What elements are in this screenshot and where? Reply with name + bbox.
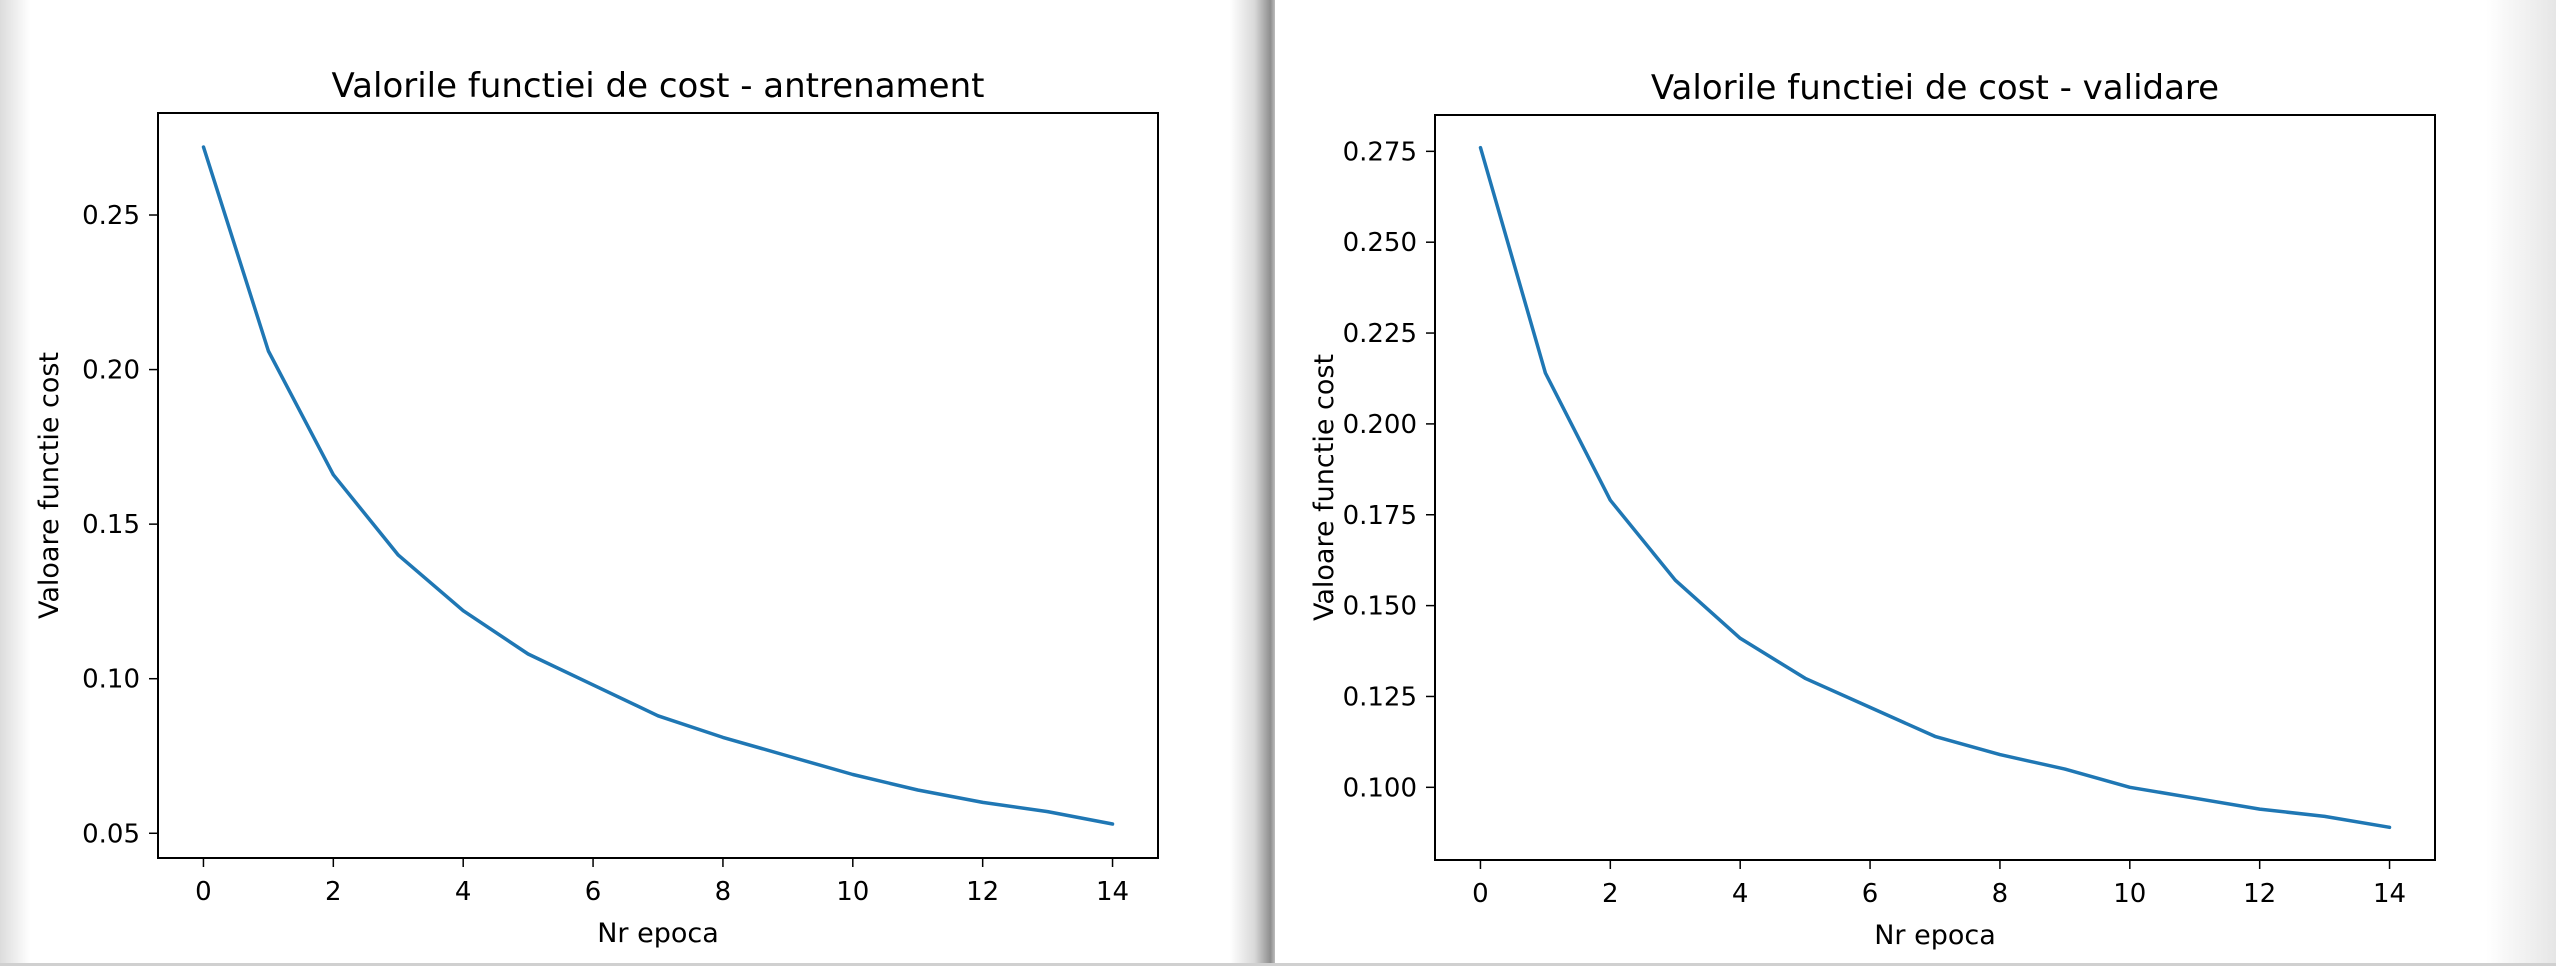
x-tick-label: 0 — [1472, 879, 1489, 909]
plot-frame — [157, 112, 1159, 859]
data-point — [851, 773, 855, 777]
y-axis-label: Valoare functie cost — [34, 352, 65, 619]
x-tick-label: 10 — [836, 877, 869, 907]
x-tick-label: 4 — [1732, 879, 1749, 909]
data-point — [2323, 814, 2327, 818]
chart-title: Valorile functiei de cost - validare — [1651, 68, 2219, 108]
page-divider-shadow — [1230, 0, 1275, 966]
data-point — [1608, 498, 1612, 502]
data-point — [2063, 767, 2067, 771]
data-point — [1998, 753, 2002, 757]
data-point — [1111, 822, 1115, 826]
y-tick-label: 0.125 — [1343, 682, 1417, 712]
data-point — [2388, 825, 2392, 829]
loss-series-line — [201, 145, 1115, 826]
y-tick-label: 0.225 — [1343, 319, 1417, 349]
y-axis-label: Valoare functie cost — [1309, 354, 1340, 621]
data-point — [1673, 578, 1677, 582]
data-point — [2193, 796, 2197, 800]
data-point — [1803, 676, 1807, 680]
y-tick-label: 0.200 — [1343, 410, 1417, 440]
data-point — [1046, 810, 1050, 814]
data-point — [1478, 146, 1482, 150]
x-tick-label: 8 — [1992, 879, 2009, 909]
y-tick-label: 0.150 — [1343, 592, 1417, 622]
x-tick-label: 14 — [1096, 877, 1129, 907]
x-tick-label: 6 — [1862, 879, 1879, 909]
y-tick-label: 0.10 — [82, 665, 140, 695]
x-tick-label: 2 — [325, 877, 342, 907]
x-tick-label: 14 — [2373, 879, 2406, 909]
data-point — [1933, 734, 1937, 738]
data-point — [981, 800, 985, 804]
data-point — [1868, 705, 1872, 709]
data-point — [2128, 785, 2132, 789]
data-point — [201, 145, 205, 149]
page-edge-shadow-right — [2486, 0, 2556, 966]
y-tick-label: 0.250 — [1343, 228, 1417, 258]
x-axis-label: Nr epoca — [597, 918, 719, 949]
data-point — [396, 553, 400, 557]
plot-frame — [1434, 114, 2436, 861]
y-tick-label: 0.100 — [1343, 773, 1417, 803]
page-edge-shadow-left — [0, 0, 30, 966]
data-point — [721, 735, 725, 739]
chart-title: Valorile functiei de cost - antrenament — [332, 66, 985, 106]
x-tick-label: 12 — [2243, 879, 2276, 909]
data-point — [1543, 371, 1547, 375]
x-axis-label: Nr epoca — [1874, 920, 1996, 951]
y-tick-label: 0.175 — [1343, 501, 1417, 531]
data-point — [526, 652, 530, 656]
chart-validation-loss: Valorile functiei de cost - validare 0 2 4 6… — [1309, 68, 2436, 951]
y-tick-label: 0.15 — [82, 510, 140, 540]
x-tick-label: 12 — [966, 877, 999, 907]
y-tick-label: 0.20 — [82, 356, 140, 386]
data-point — [916, 788, 920, 792]
x-tick-label: 4 — [455, 877, 472, 907]
data-point — [591, 683, 595, 687]
data-point — [656, 714, 660, 718]
y-tick-label: 0.275 — [1343, 137, 1417, 167]
x-tick-label: 0 — [195, 877, 212, 907]
x-tick-label: 2 — [1602, 879, 1619, 909]
x-tick-label: 6 — [585, 877, 602, 907]
x-tick-label: 8 — [715, 877, 732, 907]
data-point — [461, 609, 465, 613]
data-point — [786, 754, 790, 758]
y-tick-label: 0.05 — [82, 819, 140, 849]
page-bottom-edge — [0, 963, 2556, 966]
chart-training-loss: Valorile functiei de cost - antrenament 0… — [34, 66, 1159, 949]
data-point — [1738, 636, 1742, 640]
loss-series-line — [1478, 145, 2392, 830]
y-tick-label: 0.25 — [82, 201, 140, 231]
data-point — [2258, 807, 2262, 811]
data-point — [266, 349, 270, 353]
x-tick-label: 10 — [2113, 879, 2146, 909]
data-point — [331, 473, 335, 477]
